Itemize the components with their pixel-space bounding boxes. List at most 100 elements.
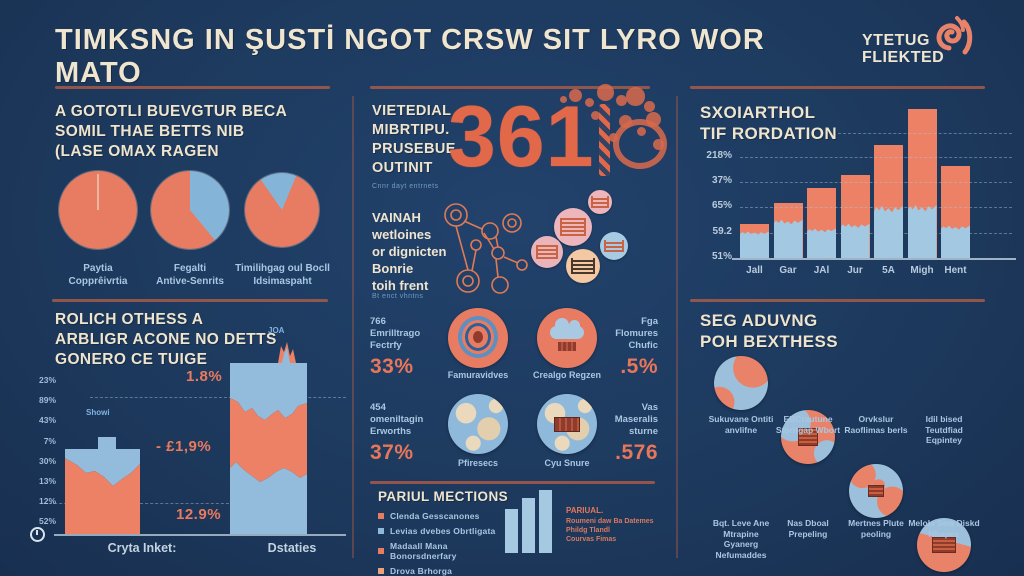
logo-line1: YTETUG [862,32,930,49]
bullet-square-icon [378,548,384,554]
building-badge-icon [554,208,592,246]
y-tick-label: 7% [43,435,56,446]
y-tick-label: 23% [38,375,56,385]
clock-icon [30,527,45,542]
stat-value: .576 [615,441,658,464]
y-tick-label: 13% [38,476,56,486]
x-axis-line [732,258,1016,260]
bullet-item: Clenda Gesscanones [378,511,503,521]
middle-heading: VIETEDIAL MIBRTIPU. PRUSEBUE OUTINIT [372,103,456,176]
stat-block-2: Fga Flomures Chufic .5% [598,316,658,379]
rings-target-icon [448,308,508,368]
intro-caption: Bt enct vhntns [372,293,424,300]
x-axis-label: Cryta Inket: [107,541,177,555]
column-tag: Showi [86,408,110,417]
gridline [740,157,1012,158]
area-columns-graphic [65,342,307,534]
divider [370,86,650,89]
building-badge-icon [531,236,563,268]
bullet-square-icon [378,568,384,574]
service-map-icon [714,356,768,410]
bullet-text: Drova Brhorga [390,566,453,576]
stat-value: 33% [370,355,414,378]
divider [55,86,330,89]
building-badge-icon [566,249,600,283]
bar-blue-area [907,205,937,258]
y-tick-label: 51% [711,250,732,262]
stat-circle-label: Cyu Snure [544,458,590,468]
chart-annotation: 1.8% [186,368,223,385]
bar [907,109,937,258]
divider [676,96,678,558]
bullet-item: Drova Brhorga [378,566,503,576]
column-tag: JOA [268,326,285,335]
logo-text: YTETUG FLIEKTED [862,32,952,66]
stat-text: 454 omeniltagin Erworths [370,402,424,437]
bullet-item: Madaall Mana Bonorsdnerfary [378,541,503,561]
x-tick-label: JAl [813,265,830,276]
service-buildings-icon [781,410,835,464]
note-block: PARIUAL. Roumeni daw Ba Datemes Phildg T… [566,506,666,544]
monthly-bar-chart: 218% 37% 65% 59.2 51% Jall Gar JAl Jur 5A Migh Hen… [688,100,1020,285]
gridline [740,207,1012,209]
bullet-text: Madaall Mana Bonorsdnerfary [390,541,457,561]
chart-annotation: 12.9% [176,506,222,523]
bar-blue-area [874,206,903,258]
x-tick-label: Gar [779,265,797,276]
y-tick-label: 52% [38,516,56,527]
mini-bar [522,498,535,553]
striped-pole-decoration [599,104,610,176]
pie-label-2: Fegalti Antive-Senrits [156,263,224,287]
pie-chart-2 [151,171,229,249]
service-caption: Orvkslur Raoflimas berls [844,414,908,435]
divider [690,299,985,302]
mini-bar [505,509,518,553]
stat-circle-label: Pfiresecs [457,458,499,468]
bar [773,203,803,258]
gridline [740,182,1012,184]
service-caption: Sukuvane Ontiti anvlifne [708,414,774,435]
service-caption: Melola Sew Diskd Nbapes [908,518,980,539]
x-tick-label: 5A [882,265,895,276]
network-diagram [444,203,528,294]
pie-chart-1 [59,171,137,249]
service-caption: EBCrautune Storitgap Wbort [775,414,841,435]
mini-bar-chart [505,488,560,553]
note-title: PARIUAL. [566,506,604,515]
bar [941,166,970,258]
stat-block-1: 766 Emrilltrago Fectrfy 33% [370,316,452,379]
globe-truck-icon [537,394,597,454]
mini-bar [539,490,552,553]
bar-chart-xlabels: Jall Gar JAl Jur 5A Migh Hent [740,265,1012,283]
bar [740,224,769,258]
logo-line2: FLIEKTED [862,49,945,66]
bullet-list: Clenda Gesscanones Levias dvebes Obrtliga… [378,511,503,576]
bar-chart-plot [740,100,1012,258]
pie-marker-line [97,174,99,210]
gridline [838,133,1012,134]
pie-chart-3 [245,173,319,247]
gridline [90,397,346,398]
x-axis-label: Dstaties [267,541,317,555]
bullet-square-icon [378,513,384,519]
pie-label-3: Timilihgag oul Bocll Idsimaspaht [235,263,330,287]
x-axis-line [54,534,346,536]
service-caption: Bqt. Leve Ane Mtrapine Gyanerg Nefumadde… [712,518,770,560]
bar [874,145,903,258]
note-lines: Roumeni daw Ba Datemes Phildg Tlandl Cou… [566,518,654,543]
x-tick-label: Hent [944,265,967,276]
stat-block-4: Vas Maseralis sturne .576 [598,402,658,465]
bar-blue-area [807,228,836,258]
middle-subcaption: Cnnr dayt entrnets [372,183,439,190]
service-card-icon [917,518,971,572]
bullet-text: Clenda Gesscanones [390,511,480,521]
x-tick-label: Jur [847,265,863,276]
stat-block-3: 454 omeniltagin Erworths 37% [370,402,452,465]
divider [690,86,985,89]
splatter-ring-decoration [613,119,667,169]
bar-blue-area [941,225,970,258]
dual-area-column-chart: 23% 89% 43% 7% 30% 13% 12% 52% 1.8% - £1,9% 12.9%… [30,326,352,570]
y-tick-label: 30% [38,455,56,466]
area-section-heading: ROLICH OTHESS A ARBLIGR ACONE NO DETTS G… [55,311,277,368]
